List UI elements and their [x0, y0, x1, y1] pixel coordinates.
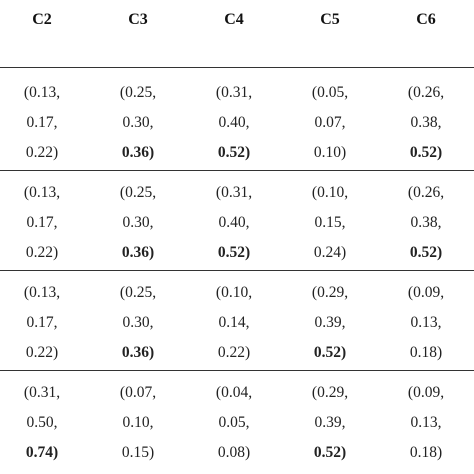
table-cell: (0.04, 0.05, 0.08) — [199, 384, 269, 474]
table-row: (0.13, 0.17, 0.22) (0.25, 0.30, 0.36) (0.10, 0.… — [0, 272, 474, 371]
cell-value-line: 0.10) — [313, 144, 347, 161]
cell-value-line: 0.17, — [26, 114, 58, 131]
table-row: (0.13, 0.17, 0.22) (0.25, 0.30, 0.36) (0.31, 0.… — [0, 172, 474, 271]
cell-value-line: 0.36) — [121, 244, 155, 261]
cell-value-line: 0.36) — [121, 344, 155, 361]
cell-value-line: 0.22) — [25, 144, 59, 161]
header-divider — [0, 67, 474, 68]
cell-value-line: 0.05, — [218, 414, 250, 431]
cell-value-line: 0.13, — [410, 314, 442, 331]
column-header-c2: C2 — [32, 11, 52, 28]
cell-value-line: 0.52) — [409, 144, 443, 161]
cell-value-line: 0.30, — [122, 314, 154, 331]
cell-value-line: (0.04, — [215, 384, 253, 401]
cell-value-line: 0.15) — [121, 444, 155, 461]
table-cell: (0.31, 0.40, 0.52) — [199, 84, 269, 174]
cell-value-line: 0.36) — [121, 144, 155, 161]
table-row: (0.31, 0.50, 0.74) (0.07, 0.10, 0.15) (0.04, 0.… — [0, 372, 474, 471]
column-header-c3: C3 — [128, 11, 148, 28]
cell-value-line: 0.39, — [314, 414, 346, 431]
table-cell: (0.09, 0.13, 0.18) — [391, 384, 461, 474]
cell-value-line: (0.31, — [23, 384, 61, 401]
table-cell: (0.09, 0.13, 0.18) — [391, 284, 461, 374]
table-cell: (0.31, 0.50, 0.74) — [7, 384, 77, 474]
table-cell: (0.29, 0.39, 0.52) — [295, 284, 365, 374]
cell-value-line: (0.07, — [119, 384, 157, 401]
cell-value-line: 0.52) — [313, 344, 347, 361]
cell-value-line: 0.52) — [313, 444, 347, 461]
table-cell: (0.10, 0.15, 0.24) — [295, 184, 365, 274]
cell-value-line: (0.05, — [311, 84, 349, 101]
cell-value-line: 0.22) — [217, 344, 251, 361]
cell-value-line: (0.26, — [407, 84, 445, 101]
row-divider — [0, 370, 474, 371]
table-cell: (0.31, 0.40, 0.52) — [199, 184, 269, 274]
table-cell: (0.25, 0.30, 0.36) — [103, 284, 173, 374]
cell-value-line: (0.31, — [215, 184, 253, 201]
cell-value-line: 0.50, — [26, 414, 58, 431]
cell-value-line: (0.13, — [23, 284, 61, 301]
table-cell: (0.26, 0.38, 0.52) — [391, 184, 461, 274]
cell-value-line: (0.09, — [407, 284, 445, 301]
table-cell: (0.13, 0.17, 0.22) — [7, 184, 77, 274]
cell-value-line: 0.17, — [26, 314, 58, 331]
cell-value-line: 0.52) — [217, 244, 251, 261]
table-cell: (0.10, 0.14, 0.22) — [199, 284, 269, 374]
cell-value-line: (0.25, — [119, 84, 157, 101]
row-divider — [0, 270, 474, 271]
cell-value-line: (0.13, — [23, 184, 61, 201]
cell-value-line: 0.40, — [218, 114, 250, 131]
cell-value-line: (0.25, — [119, 184, 157, 201]
cell-value-line: (0.29, — [311, 384, 349, 401]
cell-value-line: 0.07, — [314, 114, 346, 131]
cell-value-line: (0.10, — [311, 184, 349, 201]
table-cell: (0.05, 0.07, 0.10) — [295, 84, 365, 174]
cell-value-line: (0.10, — [215, 284, 253, 301]
cell-value-line: 0.39, — [314, 314, 346, 331]
cell-value-line: (0.29, — [311, 284, 349, 301]
table-cell: (0.25, 0.30, 0.36) — [103, 184, 173, 274]
cell-value-line: 0.18) — [409, 444, 443, 461]
row-divider — [0, 170, 474, 171]
cell-value-line: 0.30, — [122, 214, 154, 231]
cell-value-line: 0.52) — [217, 144, 251, 161]
cell-value-line: 0.17, — [26, 214, 58, 231]
table-cell: (0.07, 0.10, 0.15) — [103, 384, 173, 474]
cell-value-line: 0.52) — [409, 244, 443, 261]
cell-value-line: 0.30, — [122, 114, 154, 131]
cell-value-line: 0.74) — [25, 444, 59, 461]
cell-value-line: 0.22) — [25, 344, 59, 361]
table-cell: (0.29, 0.39, 0.52) — [295, 384, 365, 474]
table-cell: (0.25, 0.30, 0.36) — [103, 84, 173, 174]
cell-value-line: 0.08) — [217, 444, 251, 461]
header-row: C2 C3 C4 C5 C6 — [0, 0, 474, 66]
cell-value-line: (0.31, — [215, 84, 253, 101]
table-cell: (0.26, 0.38, 0.52) — [391, 84, 461, 174]
cell-value-line: 0.24) — [313, 244, 347, 261]
column-header-c5: C5 — [320, 11, 340, 28]
cell-value-line: 0.40, — [218, 214, 250, 231]
column-header-c6: C6 — [416, 11, 436, 28]
cell-value-line: 0.15, — [314, 214, 346, 231]
cell-value-line: 0.38, — [410, 214, 442, 231]
cell-value-line: 0.10, — [122, 414, 154, 431]
table-row: (0.13, 0.17, 0.22) (0.25, 0.30, 0.36) (0.31, 0.… — [0, 72, 474, 171]
cell-value-line: 0.13, — [410, 414, 442, 431]
cell-value-line: (0.13, — [23, 84, 61, 101]
cell-value-line: 0.18) — [409, 344, 443, 361]
table-cell: (0.13, 0.17, 0.22) — [7, 84, 77, 174]
cell-value-line: (0.26, — [407, 184, 445, 201]
cell-value-line: (0.25, — [119, 284, 157, 301]
cell-value-line: (0.09, — [407, 384, 445, 401]
cell-value-line: 0.22) — [25, 244, 59, 261]
table-cell: (0.13, 0.17, 0.22) — [7, 284, 77, 374]
cell-value-line: 0.14, — [218, 314, 250, 331]
cell-value-line: 0.38, — [410, 114, 442, 131]
column-header-c4: C4 — [224, 11, 244, 28]
